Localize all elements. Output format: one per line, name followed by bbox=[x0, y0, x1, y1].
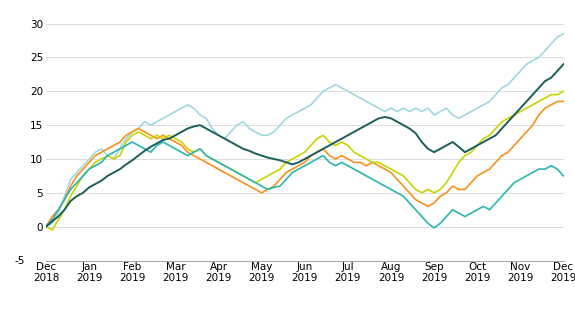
Text: -5: -5 bbox=[14, 256, 24, 266]
